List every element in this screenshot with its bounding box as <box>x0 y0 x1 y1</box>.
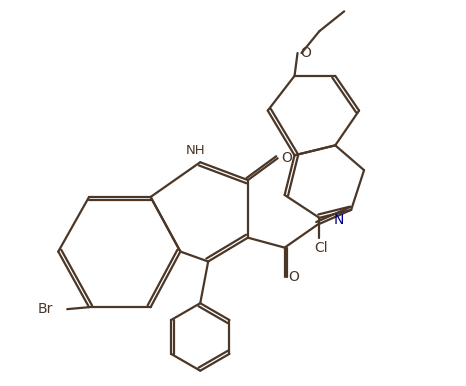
Text: O: O <box>281 151 292 165</box>
Text: O: O <box>300 46 311 60</box>
Text: N: N <box>333 213 343 227</box>
Text: NH: NH <box>185 144 205 157</box>
Text: Cl: Cl <box>315 240 328 255</box>
Text: O: O <box>288 270 299 284</box>
Text: Br: Br <box>38 302 53 316</box>
